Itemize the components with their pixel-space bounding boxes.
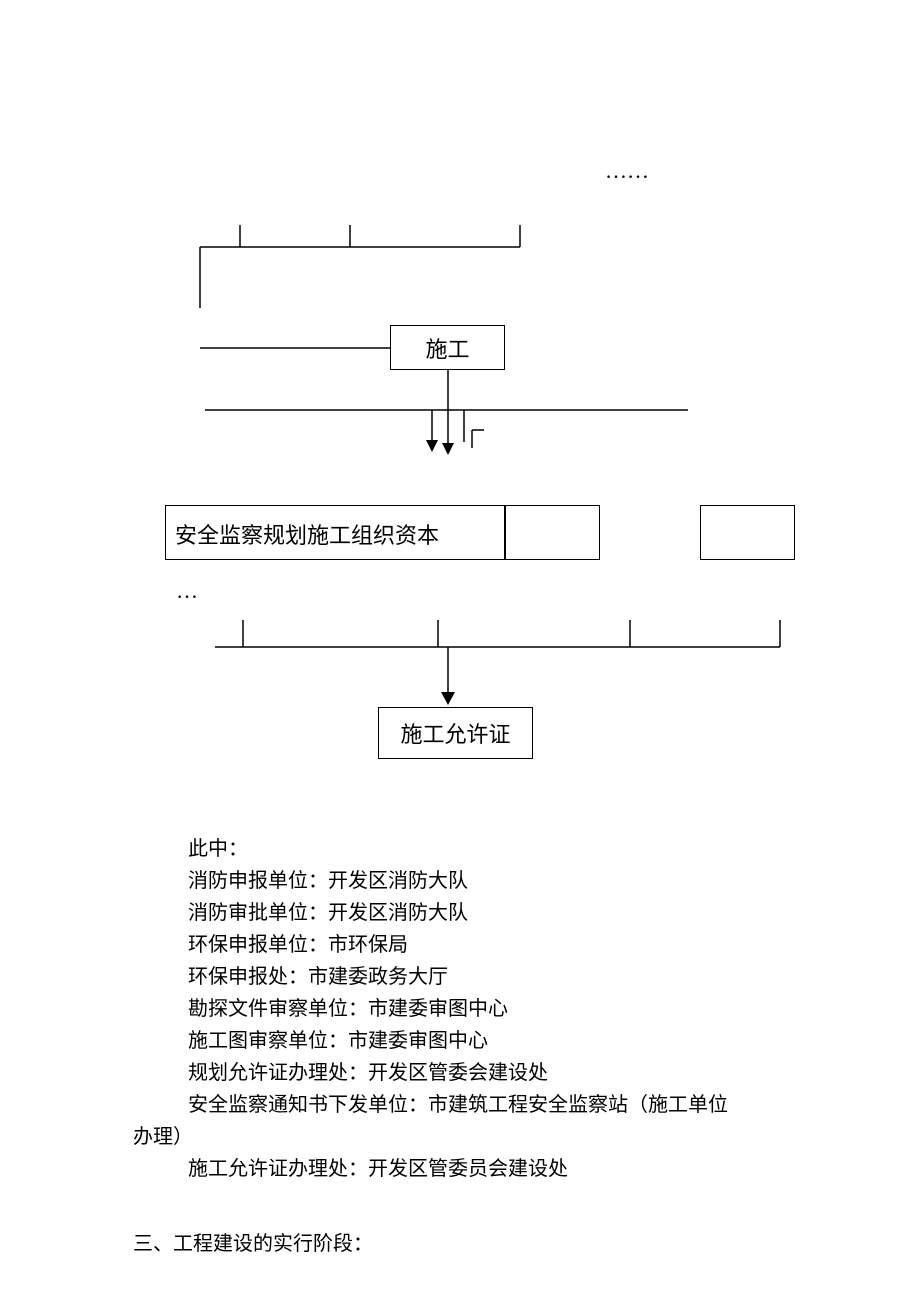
- text-line-4: 环保申报处：市建委政务大厅: [188, 961, 448, 993]
- text-line-0: 此中：: [188, 833, 248, 865]
- text-line-1: 消防申报单位：开发区消防大队: [188, 865, 468, 897]
- construction-box: 施工: [390, 325, 505, 370]
- permit-label: 施工允许证: [400, 717, 510, 749]
- construction-label: 施工: [425, 332, 469, 364]
- text-line-last: 施工允许证办理处：开发区管委员会建设处: [188, 1153, 568, 1185]
- mid-label: 安全监察规划施工组织资本: [175, 518, 439, 550]
- mid-box-2: [505, 505, 600, 560]
- text-line-2: 消防审批单位：开发区消防大队: [188, 897, 468, 929]
- text-line-5: 勘探文件审察单位：市建委审图中心: [188, 993, 508, 1025]
- top-ellipsis: ……: [605, 158, 649, 184]
- text-line-wrap: 办理）: [133, 1121, 193, 1153]
- text-line-3: 环保申报单位：市环保局: [188, 929, 408, 961]
- section-heading: 三、工程建设的实行阶段：: [133, 1228, 373, 1260]
- text-line-7: 规划允许证办理处：开发区管委会建设处: [188, 1057, 548, 1089]
- mid-ellipsis: …: [176, 578, 198, 604]
- permit-box: 施工允许证: [378, 707, 533, 759]
- text-line-6: 施工图审察单位：市建委审图中心: [188, 1025, 488, 1057]
- text-line-8: 安全监察通知书下发单位：市建筑工程安全监察站（施工单位: [188, 1089, 728, 1121]
- mid-box-3: [700, 505, 795, 560]
